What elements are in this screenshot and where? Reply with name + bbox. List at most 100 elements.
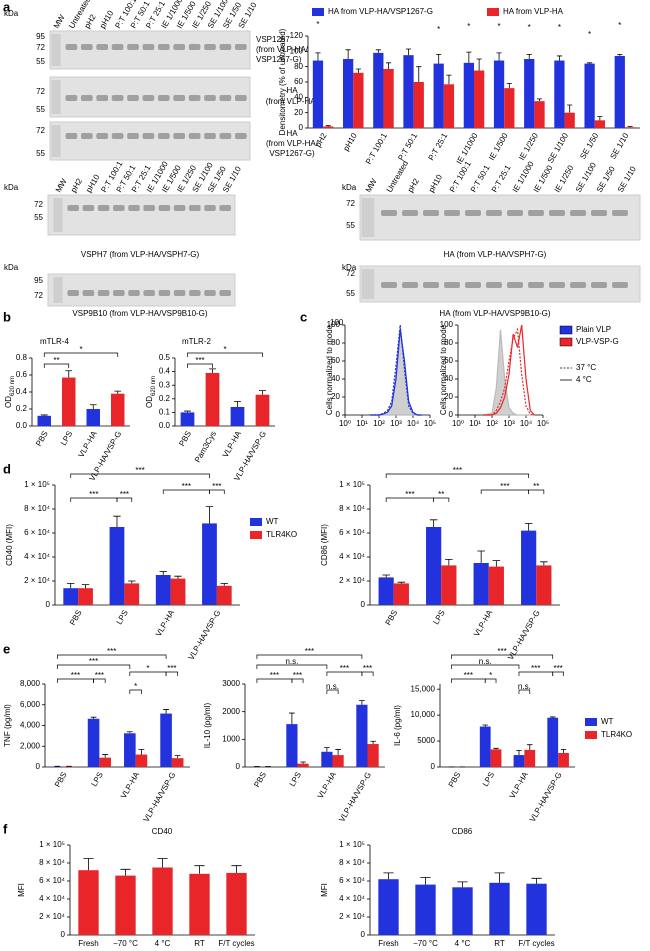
x-tick-label: Fresh xyxy=(78,939,98,948)
significance-label: * xyxy=(528,23,531,32)
panel-label: a xyxy=(3,0,11,14)
bar xyxy=(37,415,51,426)
bar xyxy=(463,62,474,129)
y-tick-label: 6 × 10⁴ xyxy=(339,876,365,885)
blot-band xyxy=(486,282,502,288)
lane-label: IE 1/250 xyxy=(553,163,576,194)
y-tick-label: 10,000 xyxy=(411,710,436,719)
x-tick-label: 10² xyxy=(486,419,498,428)
blot-caption: VSPH7 (from VLP-HA/VSPH7-G) xyxy=(81,250,200,259)
y-tick-label: 0 xyxy=(299,123,304,132)
significance-bracket xyxy=(291,678,304,683)
significance-bracket xyxy=(209,489,225,494)
bar xyxy=(383,68,394,128)
bar xyxy=(205,372,220,426)
blot-ladder xyxy=(53,198,63,232)
histogram-curve xyxy=(370,329,422,416)
x-tick-label: PBS xyxy=(34,430,50,448)
blot-band xyxy=(128,205,140,211)
significance-label: * xyxy=(437,25,440,34)
x-tick-label: RT xyxy=(494,939,505,948)
legend-swatch xyxy=(585,731,597,739)
x-tick-label: F/T cycles xyxy=(218,939,254,948)
blot-caption: VSP1267 xyxy=(256,35,290,44)
blot-band xyxy=(423,282,439,288)
significance-bracket xyxy=(256,664,328,669)
blot-unit: kDa xyxy=(4,183,19,192)
lane-label: P:T 25:1 xyxy=(490,163,513,194)
bar xyxy=(216,585,232,605)
y-tick-label: 0.5 xyxy=(159,353,171,362)
y-tick-label: 0 xyxy=(236,762,241,771)
blot-band xyxy=(113,205,125,211)
blot-ladder xyxy=(361,269,375,299)
bar xyxy=(111,393,125,426)
significance-label: ** xyxy=(533,482,539,491)
error-bar xyxy=(205,506,214,524)
significance-label: *** xyxy=(167,664,176,673)
blot-band xyxy=(204,205,216,211)
error-bar xyxy=(65,370,73,378)
bar xyxy=(521,530,537,605)
error-bar xyxy=(184,410,191,413)
lane-label: pH2 xyxy=(83,12,98,30)
blot-ladder xyxy=(51,34,61,66)
legend-label: TLR4KO xyxy=(601,730,632,739)
error-bar xyxy=(536,98,543,102)
x-tick-label: 10⁰ xyxy=(452,419,464,428)
y-tick-label: 0.4 xyxy=(16,387,28,396)
x-tick-label: LPS xyxy=(288,771,303,789)
y-tick-label: 4 × 10⁴ xyxy=(39,894,65,903)
blot-band xyxy=(381,282,397,288)
legend-swatch xyxy=(559,325,573,335)
error-bar xyxy=(174,755,181,759)
x-tick-label: VLP-HA/VSP-G xyxy=(187,609,223,662)
bar xyxy=(504,88,515,128)
error-bar xyxy=(315,52,321,61)
significance-bracket xyxy=(56,654,167,659)
blot-band xyxy=(486,210,502,216)
bar xyxy=(323,126,334,128)
x-tick-label: 10¹ xyxy=(356,419,368,428)
lane-label: pH2 xyxy=(69,176,84,194)
error-bar xyxy=(567,104,573,113)
error-bar xyxy=(89,404,97,409)
blot-band xyxy=(97,290,110,296)
significance-label: *** xyxy=(405,490,414,499)
error-bar xyxy=(446,74,452,85)
error-bar xyxy=(157,858,168,868)
y-tick-label: 6 × 10⁴ xyxy=(24,528,50,537)
blot-band xyxy=(219,95,232,101)
y-tick-label: 0 xyxy=(61,930,66,939)
legend-swatch xyxy=(250,518,262,526)
significance-bracket xyxy=(256,654,363,659)
x-tick-label: P:T 50:1 xyxy=(396,131,419,162)
error-bar xyxy=(617,54,623,56)
significance-bracket xyxy=(361,671,374,676)
significance-label: *** xyxy=(500,482,509,491)
y-tick-label: 0.0 xyxy=(16,421,28,430)
legend-swatch xyxy=(585,718,597,726)
error-bar xyxy=(370,740,376,745)
bar xyxy=(490,749,502,767)
x-tick-label: PBS xyxy=(177,430,193,448)
significance-bracket xyxy=(528,489,545,494)
significance-label: * xyxy=(316,20,319,29)
bar xyxy=(78,588,93,605)
x-tick-label: F/T cycles xyxy=(518,939,554,948)
y-tick-label: 2 × 10⁴ xyxy=(339,912,365,921)
error-bar xyxy=(209,368,216,373)
error-bar xyxy=(527,744,533,750)
significance-label: *** xyxy=(270,671,279,680)
blot-band xyxy=(173,133,186,139)
blot-band xyxy=(96,44,109,50)
bar xyxy=(413,82,424,128)
x-tick-label: VLP-HA xyxy=(316,770,339,800)
marker-label: 55 xyxy=(36,57,45,66)
y-tick-label: 3000 xyxy=(222,679,240,688)
error-bar xyxy=(492,560,501,567)
blot-band xyxy=(444,282,460,288)
bar xyxy=(63,588,79,605)
y-tick-label: 40 xyxy=(444,374,453,383)
blot-unit: kDa xyxy=(342,263,357,272)
